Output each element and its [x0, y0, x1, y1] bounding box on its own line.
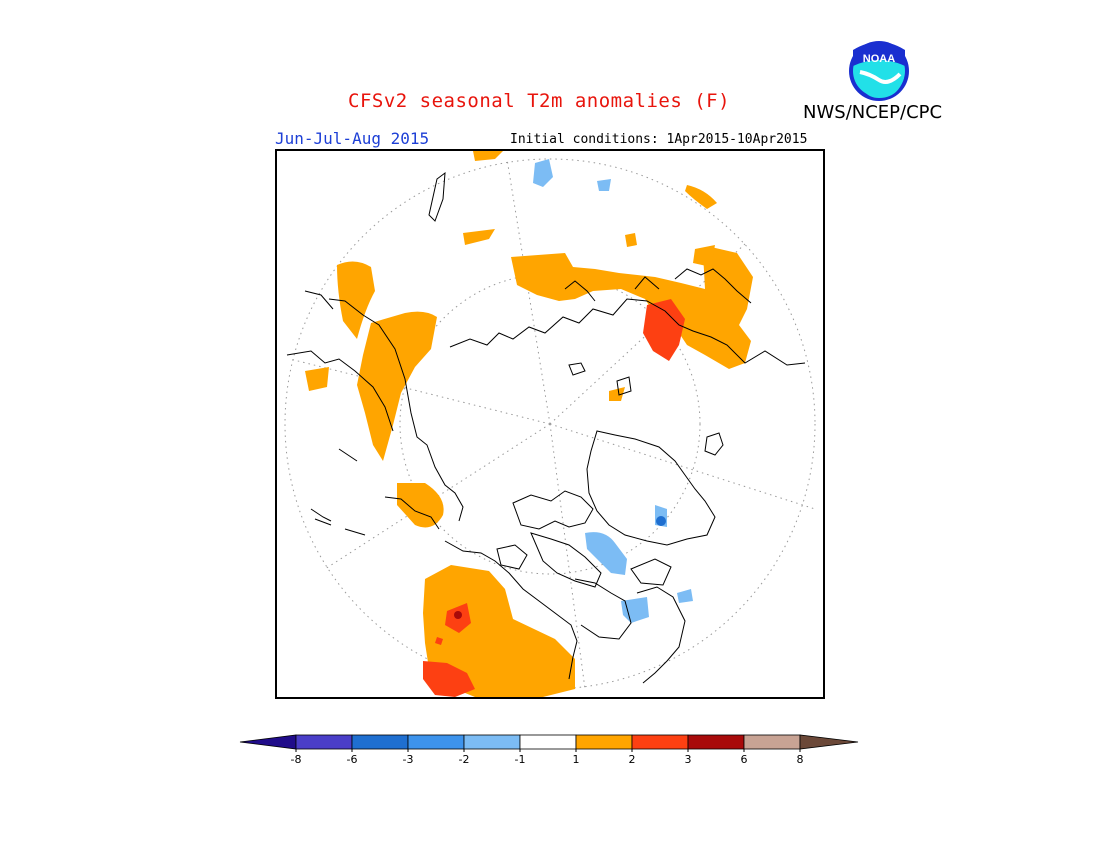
legend-tick-label: 1 — [573, 753, 580, 766]
coastline-alaska — [314, 496, 440, 536]
very-strong-warm-anomaly — [454, 611, 462, 619]
legend-tick-label: -8 — [291, 753, 302, 766]
coastline-greenland — [586, 430, 716, 546]
strong-cool-anomaly — [656, 516, 666, 526]
coastline-kamchatka — [428, 171, 446, 222]
anomaly-patch — [693, 245, 715, 267]
coastline-africa-nw — [310, 448, 358, 522]
legend-bin — [295, 734, 353, 750]
legend-ticks: -8 -6 -3 -2 -1 1 2 3 6 8 — [291, 749, 804, 766]
warm-anomaly-regions — [305, 151, 753, 697]
anomaly-patch — [656, 516, 666, 526]
noaa-logo: NOAA — [849, 41, 909, 101]
polar-map — [275, 149, 825, 699]
anomaly-patch — [533, 159, 553, 187]
coastline-europe — [328, 298, 464, 522]
anomaly-patch — [357, 311, 437, 461]
legend-tick-label: -6 — [347, 753, 358, 766]
coastline-scandinavia — [286, 290, 394, 432]
logo-text: NOAA — [863, 53, 895, 65]
legend-bin — [631, 734, 689, 750]
anomaly-patch — [511, 247, 753, 369]
legend-tick-label: -3 — [403, 753, 414, 766]
legend-bin — [687, 734, 745, 750]
anomaly-patch — [473, 151, 503, 161]
agency-label: NWS/NCEP/CPC — [803, 102, 943, 123]
coastline-iceland — [704, 432, 724, 456]
anomaly-patch — [625, 233, 637, 247]
legend-bin — [519, 734, 577, 750]
anomaly-patch — [337, 261, 375, 339]
legend-bins — [239, 734, 859, 750]
coastline-hudson — [630, 558, 672, 586]
anomaly-patch — [423, 661, 475, 697]
anomaly-patch — [609, 387, 625, 401]
coastline-eurasia-arctic — [564, 268, 752, 304]
anomaly-patch — [435, 637, 443, 645]
cool-anomaly-regions — [533, 159, 693, 623]
anomaly-patch — [677, 589, 693, 603]
anomaly-patch — [397, 483, 444, 528]
legend-bin — [743, 734, 801, 750]
anomaly-patch — [621, 597, 649, 623]
anomaly-patch — [585, 532, 627, 575]
anomaly-patch — [463, 229, 495, 245]
legend-tick-label: 2 — [629, 753, 636, 766]
forecast-period: Jun-Jul-Aug 2015 — [275, 129, 430, 148]
initial-conditions: Initial conditions: 1Apr2015-10Apr2015 — [510, 132, 808, 147]
coastline-north-america — [444, 540, 686, 684]
color-legend: -8 -6 -3 -2 -1 1 2 3 6 8 — [239, 734, 859, 766]
legend-bin — [463, 734, 521, 750]
legend-bin — [407, 734, 465, 750]
coastline-svalbard — [568, 362, 632, 396]
anomaly-patch — [423, 565, 575, 697]
legend-bin — [351, 734, 409, 750]
legend-tick-label: 8 — [797, 753, 804, 766]
legend-bin — [575, 734, 633, 750]
anomaly-patch — [454, 611, 462, 619]
legend-tick-label: 6 — [741, 753, 748, 766]
legend-bin — [239, 734, 297, 750]
anomaly-patch — [643, 299, 685, 361]
coastline-eurasia-north — [449, 298, 806, 366]
anomaly-patch — [685, 185, 717, 209]
map-title: CFSv2 seasonal T2m anomalies (F) — [348, 90, 731, 112]
legend-tick-label: -1 — [515, 753, 526, 766]
coastlines — [286, 171, 806, 684]
coastline-canadian-archipelago — [496, 490, 602, 588]
legend-tick-label: 3 — [685, 753, 692, 766]
legend-tick-label: -2 — [459, 753, 470, 766]
anomaly-patch — [597, 179, 611, 191]
anomaly-patch — [305, 367, 329, 391]
legend-bin — [799, 734, 859, 750]
strong-warm-anomaly-regions — [423, 299, 685, 697]
